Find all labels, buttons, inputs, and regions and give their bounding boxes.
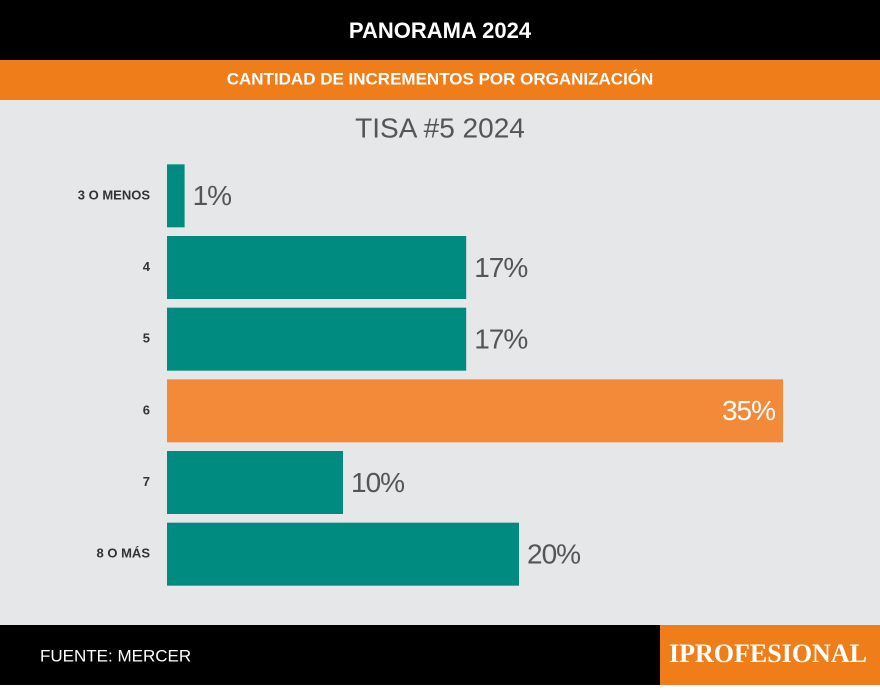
bar [167, 379, 783, 443]
category-label: 3 O MENOS [78, 187, 151, 202]
plot-area: 3 O MENOS 1% 4 17% 5 17% 6 35% 7 10% 8 O MÁS 20% [78, 164, 783, 586]
value-label: 10% [351, 467, 404, 498]
value-label: 35% [722, 395, 775, 426]
bar [167, 307, 467, 371]
subtitle-bar [0, 60, 880, 100]
category-label: 4 [143, 259, 151, 274]
category-label: 7 [143, 474, 150, 489]
logo-box [660, 625, 880, 685]
header-subtitle: CANTIDAD DE INCREMENTOS POR ORGANIZACIÓN [227, 69, 654, 88]
header-title: PANORAMA 2024 [349, 18, 532, 43]
chart-title: TISA #5 2024 [355, 112, 525, 143]
category-label: 5 [143, 331, 150, 346]
bar [167, 522, 519, 586]
category-label: 8 O MÁS [97, 546, 151, 561]
value-label: 17% [474, 324, 527, 355]
bar [167, 451, 343, 514]
logo: IPROFESIONAL [669, 639, 867, 668]
value-label: 20% [527, 539, 580, 570]
footer-source: FUENTE: MERCER [40, 646, 191, 665]
bar [167, 236, 467, 299]
header-bar [0, 0, 880, 60]
value-label: 17% [474, 252, 527, 283]
bar [167, 164, 185, 228]
category-label: 6 [143, 402, 150, 417]
value-label: 1% [193, 180, 232, 211]
